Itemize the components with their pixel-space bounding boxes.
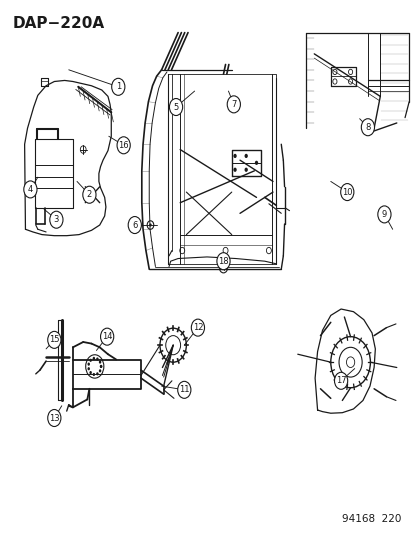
Circle shape — [191, 319, 204, 336]
Circle shape — [244, 167, 247, 172]
Circle shape — [96, 358, 98, 361]
Text: 6: 6 — [132, 221, 137, 230]
Circle shape — [377, 206, 390, 223]
Text: 13: 13 — [49, 414, 59, 423]
Text: 7: 7 — [230, 100, 236, 109]
Circle shape — [47, 409, 61, 426]
Text: 3: 3 — [54, 215, 59, 224]
Text: 16: 16 — [118, 141, 129, 150]
Circle shape — [117, 137, 130, 154]
Circle shape — [50, 211, 63, 228]
Circle shape — [87, 367, 90, 370]
Circle shape — [361, 119, 374, 136]
Text: 4: 4 — [28, 185, 33, 194]
Circle shape — [169, 99, 182, 116]
Text: 18: 18 — [218, 257, 228, 265]
Text: DAP−220A: DAP−220A — [13, 15, 105, 30]
Circle shape — [177, 381, 190, 398]
Circle shape — [334, 372, 347, 389]
Circle shape — [24, 181, 37, 198]
Circle shape — [227, 96, 240, 113]
Text: 11: 11 — [179, 385, 189, 394]
Text: 2: 2 — [87, 190, 92, 199]
Text: 14: 14 — [102, 332, 112, 341]
Circle shape — [96, 372, 98, 375]
Circle shape — [149, 223, 151, 227]
Circle shape — [89, 371, 92, 374]
Circle shape — [128, 216, 141, 233]
Text: 9: 9 — [381, 210, 386, 219]
Circle shape — [83, 186, 96, 203]
Text: 1: 1 — [115, 82, 121, 91]
Text: 8: 8 — [364, 123, 370, 132]
Circle shape — [216, 253, 230, 270]
Text: 17: 17 — [335, 376, 346, 385]
Circle shape — [100, 365, 102, 368]
Circle shape — [233, 167, 236, 172]
Circle shape — [93, 357, 95, 360]
Circle shape — [100, 365, 102, 368]
Circle shape — [47, 332, 61, 349]
Circle shape — [112, 78, 125, 95]
Circle shape — [340, 183, 353, 200]
Circle shape — [99, 369, 101, 373]
Circle shape — [87, 362, 90, 366]
Circle shape — [100, 328, 114, 345]
Text: 12: 12 — [192, 323, 203, 332]
Circle shape — [233, 154, 236, 158]
Circle shape — [254, 161, 258, 165]
Text: 5: 5 — [173, 102, 178, 111]
Text: 94168  220: 94168 220 — [341, 514, 400, 524]
Circle shape — [93, 373, 95, 376]
Circle shape — [99, 360, 101, 364]
Text: 10: 10 — [341, 188, 352, 197]
Circle shape — [89, 359, 92, 362]
Circle shape — [244, 154, 247, 158]
Text: 15: 15 — [49, 335, 59, 344]
